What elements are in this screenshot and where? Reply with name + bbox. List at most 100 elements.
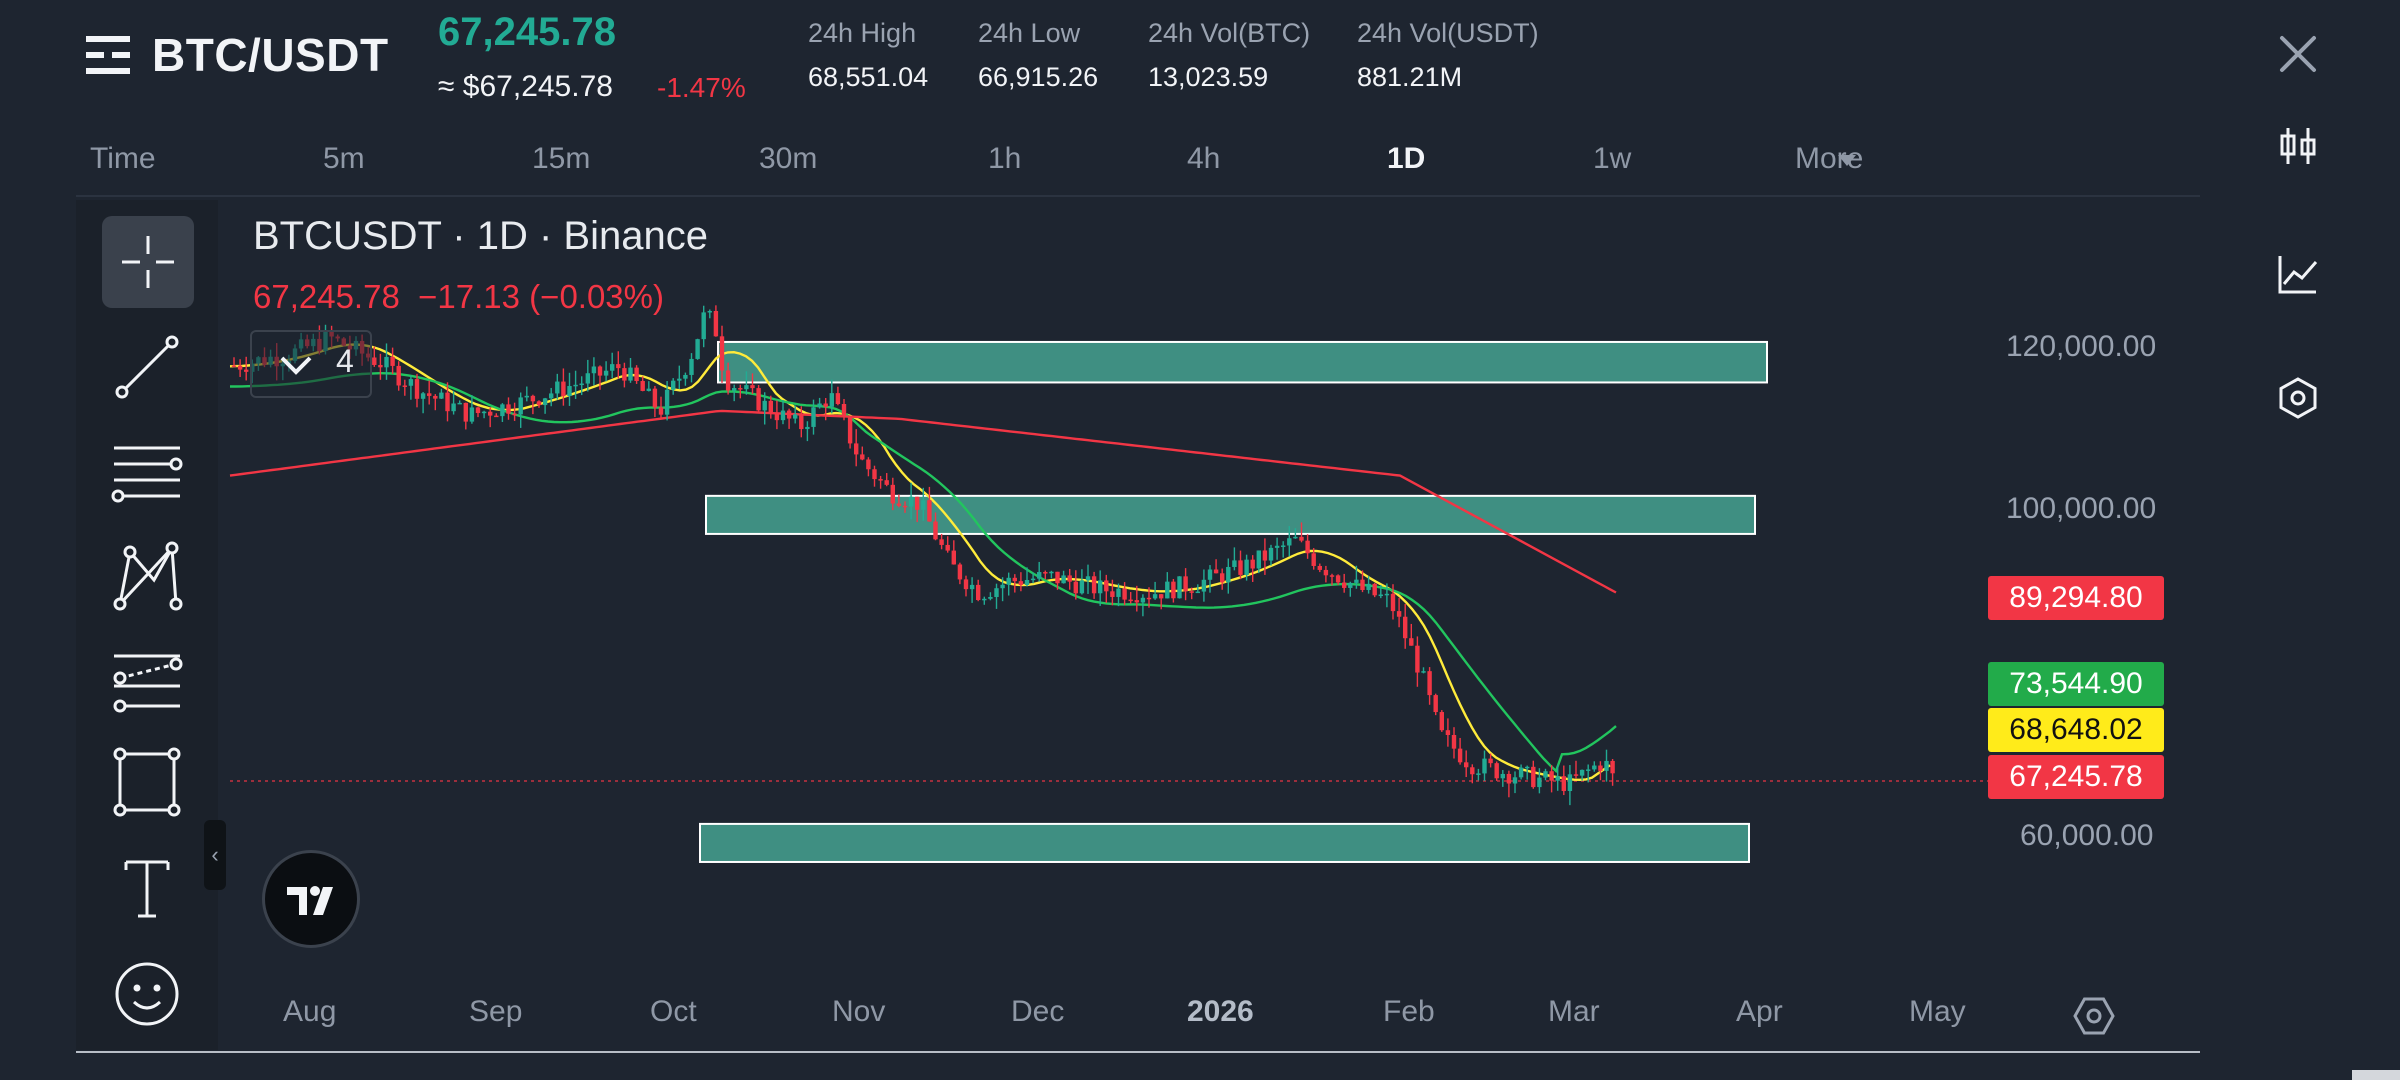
- candle: [1360, 579, 1365, 590]
- time-axis-label: Sep: [469, 995, 523, 1028]
- candle: [854, 443, 859, 455]
- interval-30m[interactable]: 30m: [759, 142, 818, 175]
- candle: [433, 395, 438, 399]
- candle: [1525, 766, 1530, 769]
- candle: [1500, 773, 1505, 779]
- crosshair-icon: [122, 236, 174, 288]
- candle: [1579, 769, 1585, 776]
- candle: [1220, 573, 1225, 583]
- text-icon[interactable]: [100, 842, 194, 932]
- candle: [402, 385, 407, 387]
- candle: [1274, 545, 1280, 548]
- candle: [780, 410, 786, 421]
- candle: [1390, 593, 1396, 612]
- time-axis-label: Feb: [1383, 995, 1435, 1028]
- candle: [1384, 593, 1390, 596]
- close-icon[interactable]: [2276, 32, 2320, 76]
- candle: [982, 598, 987, 601]
- candle: [805, 426, 810, 430]
- scroll-handle[interactable]: [2352, 1070, 2400, 1080]
- crosshair-tool-button[interactable]: [102, 216, 194, 308]
- candle: [847, 416, 853, 444]
- stat-24h-low-value: 66,915.26: [978, 62, 1099, 92]
- candle: [1067, 575, 1072, 582]
- bottom-divider: [76, 1051, 2200, 1053]
- candle: [1445, 730, 1451, 735]
- indicators-toggle[interactable]: [250, 330, 372, 398]
- ma-red-line: [229, 409, 1617, 594]
- interval-time[interactable]: Time: [90, 142, 156, 175]
- interval-15m[interactable]: 15m: [532, 142, 591, 175]
- hexagon-settings-icon[interactable]: [2276, 376, 2320, 420]
- candle: [1189, 591, 1194, 593]
- candle: [896, 503, 902, 506]
- candle: [1311, 553, 1316, 566]
- caret-down-icon[interactable]: [1838, 155, 1856, 166]
- candle: [1403, 616, 1408, 639]
- candle: [969, 584, 975, 590]
- candle: [1287, 538, 1292, 546]
- candle: [481, 411, 487, 414]
- candle: [1183, 576, 1188, 592]
- divider: [76, 195, 2200, 197]
- candle: [1213, 569, 1219, 574]
- interval-5m[interactable]: 5m: [323, 142, 365, 175]
- candle: [610, 364, 615, 371]
- emoji-icon[interactable]: [100, 950, 194, 1040]
- support-resistance-zone[interactable]: [705, 494, 1756, 535]
- candle: [1244, 559, 1249, 575]
- candle: [1018, 581, 1024, 585]
- support-resistance-zone[interactable]: [699, 822, 1750, 863]
- interval-1h[interactable]: 1h: [988, 142, 1022, 175]
- candle: [1323, 569, 1329, 576]
- chevron-left-icon: ‹: [211, 842, 219, 867]
- pair-title[interactable]: BTC/USDT: [152, 29, 389, 81]
- stat-24h-high-value: 68,551.04: [808, 62, 929, 92]
- candle: [1451, 734, 1457, 749]
- trend-line-icon[interactable]: [100, 322, 194, 412]
- candle: [713, 311, 719, 337]
- indicator-chart-icon[interactable]: [2276, 252, 2320, 296]
- chart-settings-icon[interactable]: [2072, 994, 2116, 1038]
- candle: [1305, 540, 1310, 554]
- support-resistance-zone[interactable]: [717, 340, 1768, 384]
- pattern-icon[interactable]: [100, 530, 194, 620]
- candle: [1482, 758, 1487, 774]
- candle: [1012, 577, 1017, 582]
- fiat-price: ≈ $67,245.78: [438, 70, 613, 103]
- tradingview-logo[interactable]: [262, 850, 360, 948]
- rectangle-icon[interactable]: [100, 738, 194, 828]
- stat-24h-high-label: 24h High: [808, 18, 917, 48]
- interval-1w[interactable]: 1w: [1593, 142, 1632, 175]
- candle: [1006, 577, 1011, 585]
- collapse-toolbar-tab[interactable]: ‹: [204, 820, 226, 890]
- candle: [811, 407, 816, 427]
- candle: [1122, 588, 1127, 600]
- candle: [530, 395, 536, 402]
- candle: [664, 389, 670, 415]
- candle: [988, 596, 993, 599]
- candle: [725, 370, 731, 391]
- interval-1d[interactable]: 1D: [1387, 142, 1426, 175]
- candle: [1586, 769, 1591, 771]
- candle: [793, 414, 798, 419]
- candle: [719, 336, 725, 371]
- candle: [616, 364, 621, 369]
- fib-lines-icon[interactable]: [100, 426, 194, 516]
- candle: [994, 588, 999, 597]
- candle: [1512, 777, 1518, 784]
- candle: [1104, 580, 1109, 592]
- candle: [1366, 583, 1371, 590]
- menu-icon[interactable]: [84, 32, 132, 78]
- candle: [1567, 774, 1573, 792]
- interval-4h[interactable]: 4h: [1187, 142, 1221, 175]
- candle: [1152, 594, 1158, 599]
- candle: [1317, 565, 1322, 570]
- candlestick-icon[interactable]: [2276, 124, 2320, 168]
- candle: [658, 407, 664, 415]
- candle: [555, 381, 560, 394]
- candle: [524, 395, 529, 398]
- candle: [591, 366, 597, 374]
- projection-icon[interactable]: [100, 634, 194, 724]
